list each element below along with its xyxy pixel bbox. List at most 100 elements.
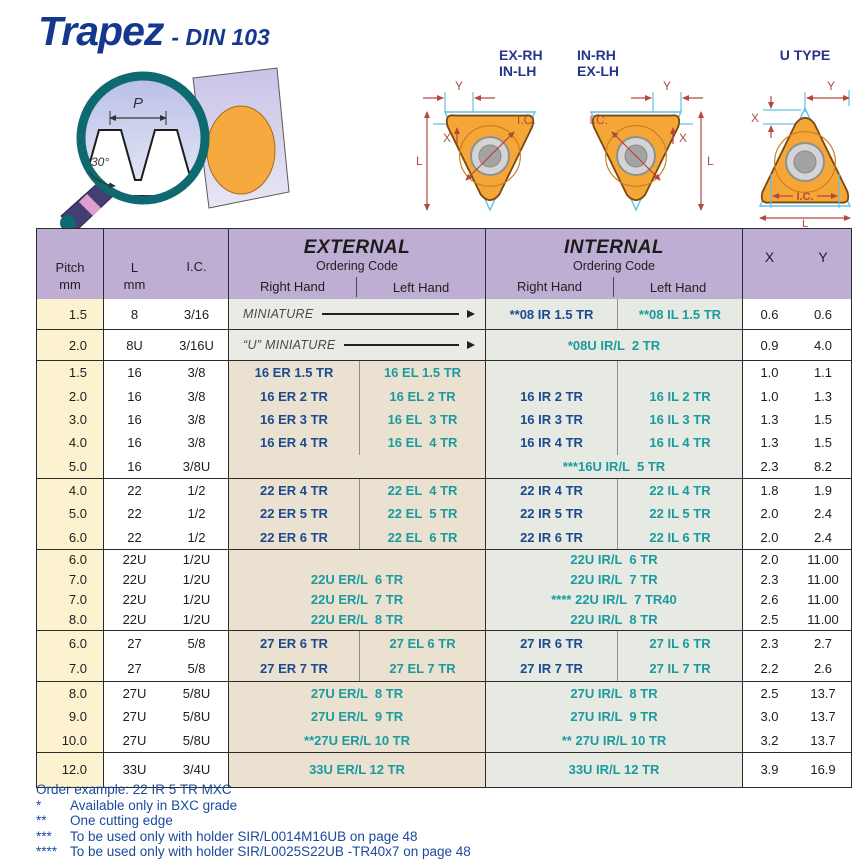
pitch-cell: 3.0	[37, 407, 103, 432]
insert3-ic-label: I.C.	[796, 191, 813, 203]
magnifier-handle	[60, 181, 114, 230]
ic-cell: 1/2	[165, 478, 228, 503]
insert2-label-bottom: EX-LH	[577, 63, 619, 79]
int-lh-code: 16 IL 2 TR	[618, 384, 742, 408]
ext-rh-code: 16 ER 4 TR	[228, 431, 360, 455]
int-rh-code: 16 IR 4 TR	[485, 431, 618, 455]
ic-cell: 1/2	[165, 525, 228, 549]
insert2-y-label: Y	[663, 79, 671, 93]
header-right-hand-int: Right Hand	[486, 277, 614, 297]
int-lh-code: 27 IL 7 TR	[618, 655, 742, 681]
insert3-label: U TYPE	[780, 47, 831, 63]
pitch-cell: 1.5	[37, 299, 103, 329]
footnote-4: **** To be used only with holder SIR/L002…	[36, 844, 796, 860]
ext-rh-code: 27 ER 7 TR	[228, 655, 360, 681]
y-cell: 1.1	[796, 361, 850, 385]
table-section: 4.0 22 1/2 22 ER 4 TR 22 EL 4 TR 22 IR 4 TR 22…	[37, 477, 851, 549]
insert3-l-label: L	[802, 218, 808, 228]
x-cell: 2.0	[742, 525, 796, 549]
int-rh-code: **08 IR 1.5 TR	[485, 299, 618, 329]
angle-label: 30°	[91, 155, 109, 169]
ic-cell: 3/8	[165, 384, 228, 408]
insert1-y-label: Y	[455, 79, 463, 93]
table-header: Pitch mm L mm I.C. EXTERNAL Ordering Cod…	[37, 229, 851, 299]
ext-merged-code: 33U ER/L 12 TR	[228, 752, 485, 787]
ext-merged-code: 22U ER/L 8 TR	[228, 609, 485, 630]
ext-rh-code: 22 ER 6 TR	[228, 525, 360, 549]
l-cell: 16	[103, 407, 165, 432]
x-cell: 1.0	[742, 361, 796, 385]
header-x: X	[742, 229, 796, 299]
int-lh-code: 22 IL 4 TR	[618, 478, 742, 503]
l-cell: 16	[103, 384, 165, 408]
pitch-cell: 4.0	[37, 431, 103, 455]
pitch-cell: 6.0	[37, 630, 103, 656]
ext-lh-code: 16 EL 4 TR	[360, 431, 485, 455]
header-pitch: Pitch mm	[55, 260, 85, 293]
y-cell: 1.3	[796, 384, 850, 408]
insert3-x-label: X	[751, 111, 759, 125]
l-cell: 22U	[103, 569, 165, 590]
ic-cell: 5/8U	[165, 681, 228, 706]
y-cell: 11.00	[796, 609, 850, 630]
l-cell: 22	[103, 525, 165, 549]
ext-rh-code: 22 ER 5 TR	[228, 502, 360, 526]
lens-content	[85, 129, 192, 196]
table-body: 1.5 8 3/16 MINIATURE **08 IR 1.5 TR **08 IL 1…	[37, 299, 851, 787]
int-merged-code: 27U IR/L 8 TR	[485, 681, 742, 706]
int-rh-code: 22 IR 4 TR	[485, 478, 618, 503]
x-cell: 1.3	[742, 407, 796, 432]
x-cell: 3.2	[742, 728, 796, 752]
l-cell: 27	[103, 655, 165, 681]
insert3-body	[760, 116, 850, 204]
x-cell: 1.8	[742, 478, 796, 503]
insert1-label-bottom: IN-LH	[499, 63, 536, 79]
footnote-2: ** One cutting edge	[36, 813, 796, 829]
pitch-cell: 7.0	[37, 569, 103, 590]
workpiece-orange	[206, 105, 276, 195]
ic-cell: 5/8	[165, 655, 228, 681]
l-cell: 27U	[103, 681, 165, 706]
insert1-ic-arrow	[465, 131, 515, 181]
title-main: Trapez	[38, 8, 164, 54]
y-cell: 2.4	[796, 525, 850, 549]
x-cell: 2.2	[742, 655, 796, 681]
pitch-cell: 6.0	[37, 549, 103, 570]
int-lh-code: 16 IL 4 TR	[618, 431, 742, 455]
int-lh-code: 16 IL 3 TR	[618, 407, 742, 432]
order-example: Order example: 22 IR 5 TR MXC	[36, 782, 232, 797]
miniature-label: MINIATURE	[243, 307, 314, 321]
pitch-cell: 12.0	[37, 752, 103, 787]
thread-teeth	[85, 129, 192, 196]
y-cell: 1.9	[796, 478, 850, 503]
ext-merged-code: 27U ER/L 9 TR	[228, 705, 485, 729]
footnote-1-mark: *	[36, 797, 42, 813]
l-cell: 27U	[103, 728, 165, 752]
header-ordering-code-ext: Ordering Code	[316, 259, 398, 273]
pitch-cell: 8.0	[37, 681, 103, 706]
l-cell: 33U	[103, 752, 165, 787]
header-l: L mm	[103, 229, 165, 299]
ic-cell: 5/8U	[165, 705, 228, 729]
ic-cell: 3/8	[165, 407, 228, 432]
int-lh-code	[618, 361, 742, 385]
title-standard: - DIN 103	[171, 24, 270, 50]
ic-cell: 1/2U	[165, 609, 228, 630]
insert2-x-label: X	[679, 131, 687, 145]
thread-block	[192, 67, 290, 209]
insert3-y-label: Y	[827, 79, 835, 93]
ext-merged-code	[228, 549, 485, 570]
int-rh-code: 22 IR 5 TR	[485, 502, 618, 526]
y-cell: 0.6	[796, 299, 850, 329]
int-rh-code: 16 IR 2 TR	[485, 384, 618, 408]
pitch-cell: 1.5	[37, 361, 103, 385]
header-left-hand-int: Left Hand	[649, 279, 707, 295]
ext-merged-code: 27U ER/L 8 TR	[228, 681, 485, 706]
pitch-cell: 7.0	[37, 589, 103, 610]
x-cell: 2.3	[742, 454, 796, 478]
footnote-2-mark: **	[36, 813, 47, 829]
l-cell: 8U	[103, 330, 165, 360]
ic-cell: 3/16	[165, 299, 228, 329]
x-cell: 3.0	[742, 705, 796, 729]
y-cell: 13.7	[796, 705, 850, 729]
